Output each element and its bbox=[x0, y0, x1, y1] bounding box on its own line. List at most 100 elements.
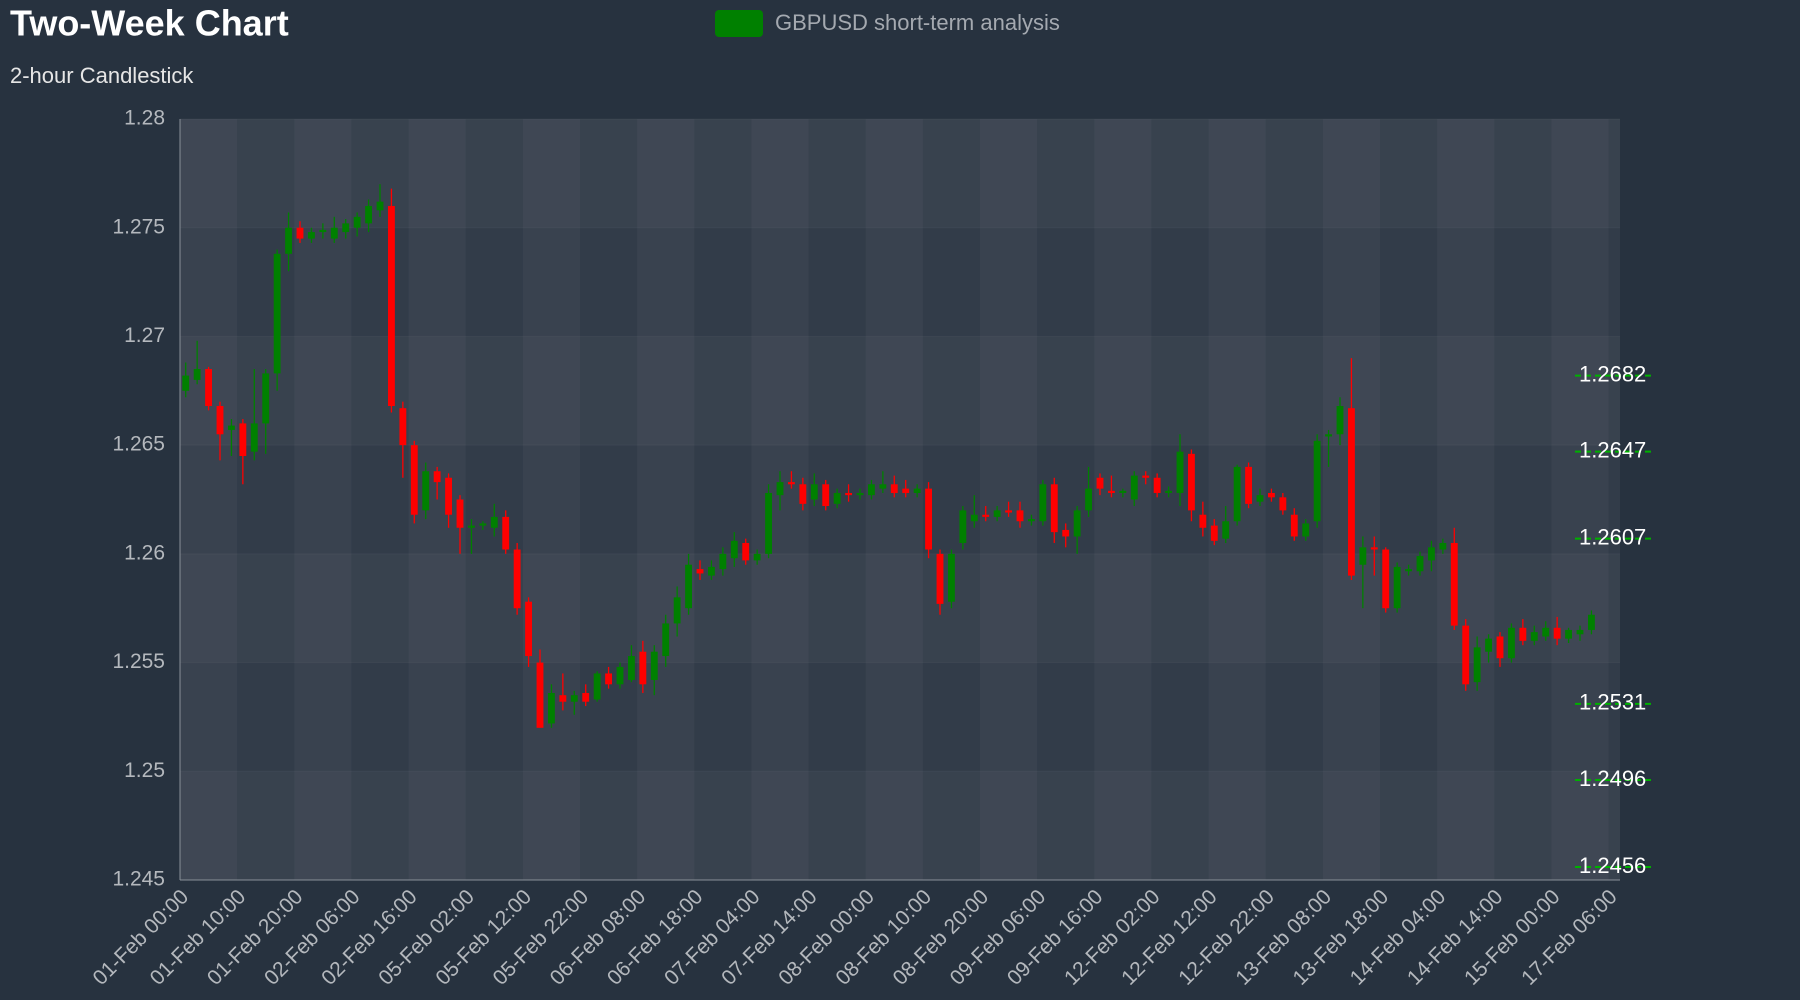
candle-body bbox=[319, 229, 327, 233]
candle-body bbox=[273, 253, 281, 374]
candle-body bbox=[605, 673, 612, 685]
candle-body bbox=[673, 597, 681, 624]
band bbox=[866, 119, 923, 880]
level-label: 1.2456 bbox=[1579, 853, 1646, 878]
candle-body bbox=[1062, 529, 1070, 537]
candle-body bbox=[1325, 434, 1332, 437]
candle-body bbox=[525, 601, 532, 657]
candle-body bbox=[982, 514, 990, 517]
candle-body bbox=[479, 523, 487, 526]
candle-body bbox=[1028, 519, 1035, 522]
band bbox=[980, 119, 1037, 880]
candle-body bbox=[1416, 556, 1424, 572]
candle-body bbox=[502, 516, 510, 550]
candle-body bbox=[216, 406, 224, 435]
candle-body bbox=[845, 492, 852, 496]
candle-body bbox=[1119, 490, 1127, 493]
candle-body bbox=[1130, 475, 1138, 500]
candle-body bbox=[1233, 466, 1241, 522]
chart-title: Two-Week Chart bbox=[10, 3, 289, 44]
band bbox=[180, 336, 1620, 445]
candle-body bbox=[1588, 614, 1595, 630]
level-label: 1.2647 bbox=[1579, 437, 1646, 462]
candle-body bbox=[548, 693, 555, 724]
chart-subtitle: 2-hour Candlestick bbox=[10, 63, 194, 88]
candle-body bbox=[422, 471, 430, 511]
candle-body bbox=[1553, 627, 1561, 639]
candle-body bbox=[628, 656, 635, 680]
candle-body bbox=[685, 564, 692, 609]
band bbox=[180, 119, 237, 880]
candle-body bbox=[856, 492, 864, 496]
candle-body bbox=[1576, 629, 1584, 635]
candle-body bbox=[810, 484, 818, 500]
candle-body bbox=[456, 499, 464, 528]
candle-body bbox=[1313, 440, 1321, 522]
candle-body bbox=[822, 484, 830, 507]
candle-body bbox=[353, 216, 361, 228]
candle-body bbox=[719, 553, 727, 570]
candle-body bbox=[925, 488, 932, 550]
candle-body bbox=[936, 553, 944, 604]
band bbox=[180, 554, 1620, 663]
candle-body bbox=[1039, 484, 1047, 522]
candle-body bbox=[1279, 497, 1287, 511]
candle-body bbox=[1382, 549, 1390, 609]
y-tick-label: 1.26 bbox=[124, 541, 165, 564]
candle-body bbox=[193, 369, 201, 380]
candle-body bbox=[696, 569, 704, 574]
candle-body bbox=[1050, 484, 1058, 533]
candle-body bbox=[1450, 542, 1458, 626]
candle-body bbox=[1542, 627, 1550, 637]
candle-body bbox=[1005, 510, 1012, 513]
candle-body bbox=[788, 482, 795, 485]
candle-body bbox=[1290, 514, 1298, 537]
candle-body bbox=[1176, 451, 1184, 493]
candle-body bbox=[570, 695, 578, 702]
candle-body bbox=[1085, 488, 1092, 511]
candle-body bbox=[1188, 453, 1195, 511]
candle-body bbox=[262, 373, 270, 424]
candle-body bbox=[1359, 547, 1367, 565]
candle-body bbox=[536, 662, 544, 728]
candle-body bbox=[490, 516, 498, 528]
candle-body bbox=[388, 205, 395, 407]
candle-body bbox=[1519, 627, 1527, 641]
candle-body bbox=[799, 484, 807, 504]
candle-body bbox=[902, 488, 910, 493]
candle-body bbox=[948, 553, 955, 602]
candle-body bbox=[1336, 406, 1344, 435]
candle-body bbox=[913, 488, 921, 493]
plot-area bbox=[180, 119, 1620, 880]
candle-body bbox=[296, 227, 304, 239]
candle-body bbox=[330, 227, 338, 239]
legend-swatch bbox=[715, 10, 763, 37]
candle-body bbox=[650, 651, 658, 680]
band bbox=[180, 771, 1620, 880]
candle-body bbox=[879, 484, 887, 489]
candle-body bbox=[1302, 523, 1310, 537]
y-tick-label: 1.265 bbox=[112, 433, 165, 456]
candle-body bbox=[890, 484, 898, 493]
candle-body bbox=[559, 695, 567, 702]
candle-body bbox=[1348, 408, 1355, 576]
candle-body bbox=[1256, 495, 1264, 502]
candle-body bbox=[1165, 490, 1172, 493]
candle-body bbox=[1268, 492, 1275, 498]
candle-body bbox=[1222, 521, 1230, 539]
level-label: 1.2496 bbox=[1579, 766, 1646, 791]
candle-body bbox=[433, 471, 441, 483]
candle-body bbox=[593, 673, 601, 700]
candle-body bbox=[1153, 477, 1161, 493]
band bbox=[523, 119, 580, 880]
candle-body bbox=[445, 477, 452, 515]
candle-body bbox=[1096, 477, 1104, 489]
candle-body bbox=[1530, 632, 1538, 641]
candle-body bbox=[1016, 510, 1024, 522]
candle-body bbox=[959, 510, 967, 543]
y-tick-label: 1.27 bbox=[124, 324, 165, 347]
candle-body bbox=[1199, 514, 1207, 528]
candle-body bbox=[662, 623, 670, 657]
